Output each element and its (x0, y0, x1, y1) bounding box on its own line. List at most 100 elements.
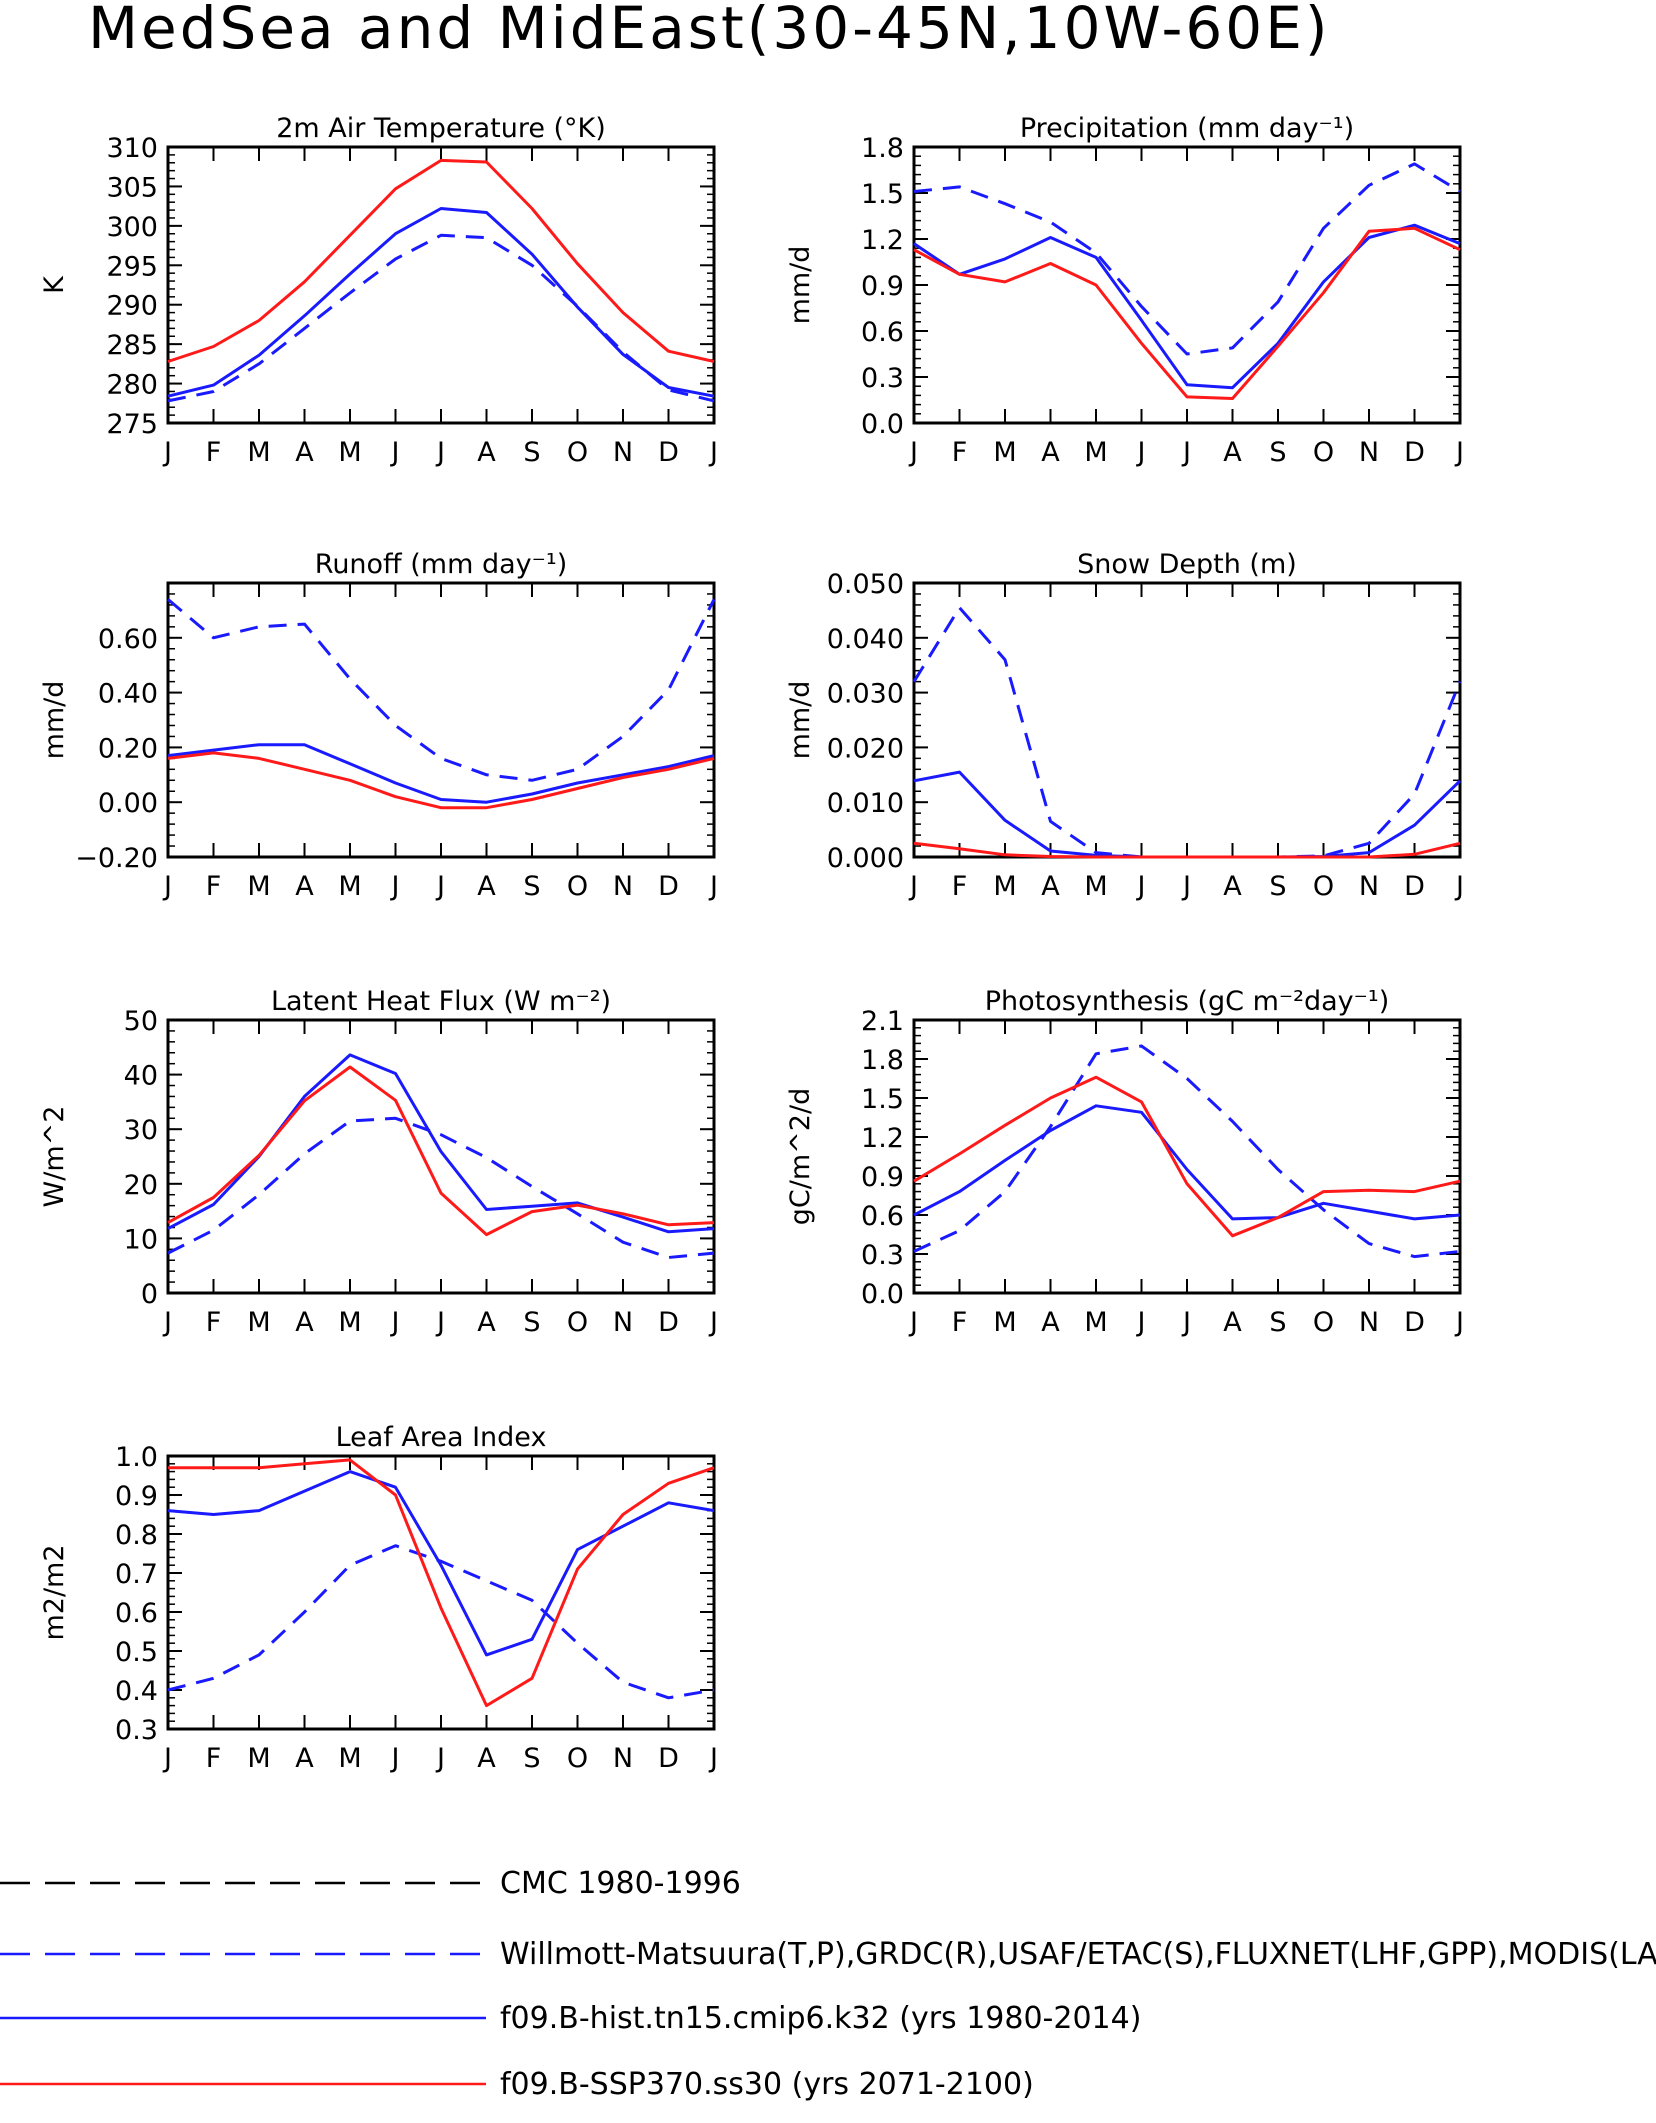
y-tick-label: 300 (106, 212, 158, 243)
x-tick-label: M (247, 437, 270, 468)
x-tick-label: F (206, 1743, 222, 1774)
x-tick-label: J (435, 1307, 445, 1338)
y-tick-label: 0.9 (861, 271, 904, 302)
x-tick-label: A (477, 1307, 496, 1338)
x-tick-label: J (1136, 871, 1146, 902)
series-line-hist (913, 223, 1461, 390)
x-tick-label: M (1084, 437, 1107, 468)
legend-item-1: CMC 1980-1996 (0, 1866, 741, 1901)
chart-panel-6: Photosynthesis (gC m⁻²day⁻¹)gC/m^2/dJ F M A… (785, 986, 1464, 1338)
x-tick-label: J (1136, 437, 1146, 468)
x-tick-label: N (1359, 437, 1379, 468)
x-tick-label: O (567, 1307, 588, 1338)
x-tick-label: J (1181, 1307, 1191, 1338)
x-tick-label: M (247, 1743, 270, 1774)
plot-frame (166, 145, 716, 425)
x-tick-label: J (435, 871, 445, 902)
series-line-ssp (913, 226, 1461, 400)
x-tick-label: J (1181, 871, 1191, 902)
x-tick-label: O (1313, 1307, 1334, 1338)
plot-frame (166, 1018, 716, 1295)
legend-label: f09.B-hist.tn15.cmip6.k32 (yrs 1980-2014… (500, 2001, 1141, 2036)
y-tick-label: 1.8 (861, 133, 904, 164)
y-tick-label: 305 (106, 172, 158, 203)
y-axis-label: W/m^2 (39, 1106, 70, 1208)
x-tick-label: N (613, 437, 633, 468)
chart-panel-2: Precipitation (mm day⁻¹)mm/dJ F M A M J J A S O N D… (785, 113, 1464, 468)
x-tick-label: M (1084, 871, 1107, 902)
x-tick-label: J (390, 1743, 400, 1774)
chart-title: Runoff (mm day⁻¹) (315, 549, 567, 580)
x-tick-label: S (523, 1307, 540, 1338)
series-line-ssp (168, 1458, 715, 1708)
x-tick-label: A (477, 871, 496, 902)
y-tick-label: 1.0 (115, 1442, 158, 1473)
chart-title: Precipitation (mm day⁻¹) (1020, 113, 1354, 144)
x-tick-label: J (162, 437, 172, 468)
x-tick-label: O (567, 871, 588, 902)
x-tick-label: A (1041, 871, 1060, 902)
x-tick-label: F (952, 871, 968, 902)
y-tick-label: 0.0 (861, 1279, 904, 1310)
x-tick-label: J (708, 1307, 718, 1338)
y-tick-label: 0.9 (115, 1481, 158, 1512)
x-tick-label: D (1404, 437, 1425, 468)
y-tick-label: 0.3 (115, 1715, 158, 1746)
x-tick-label: M (338, 1307, 361, 1338)
series-line-obs (167, 1116, 715, 1259)
x-tick-label: O (567, 1743, 588, 1774)
y-tick-label: 0.000 (827, 843, 904, 874)
y-tick-label: 0.020 (827, 733, 904, 764)
y-tick-label: 310 (106, 133, 158, 164)
x-tick-label: A (1041, 1307, 1060, 1338)
chart-title: Photosynthesis (gC m⁻²day⁻¹) (985, 986, 1389, 1017)
page-title: MedSea and MidEast(30-45N,10W-60E) (88, 0, 1331, 62)
y-tick-label: 30 (124, 1115, 158, 1146)
y-axis-label: mm/d (785, 681, 816, 760)
x-tick-label: D (658, 1743, 679, 1774)
x-tick-label: J (390, 437, 400, 468)
x-tick-label: A (295, 1307, 314, 1338)
y-tick-label: 0.4 (115, 1676, 158, 1707)
x-tick-label: F (206, 437, 222, 468)
y-tick-label: 0.6 (861, 1201, 904, 1232)
x-tick-label: F (206, 1307, 222, 1338)
x-tick-label: J (708, 871, 718, 902)
y-tick-label: 0.00 (98, 788, 158, 819)
y-tick-label: 0.60 (98, 624, 158, 655)
y-axis-label: m2/m2 (39, 1544, 70, 1640)
y-tick-label: 1.2 (861, 1123, 904, 1154)
series-line-obs (912, 606, 1462, 859)
y-tick-label: 0.3 (861, 363, 904, 394)
series-line-hist (167, 1053, 715, 1234)
y-tick-label: 0 (141, 1279, 158, 1310)
x-tick-label: O (1313, 871, 1334, 902)
y-tick-label: −0.20 (75, 843, 158, 874)
series-line-hist (913, 1104, 1461, 1221)
legend-label: Willmott-Matsuura(T,P),GRDC(R),USAF/ETAC… (500, 1937, 1656, 1972)
y-tick-label: 0.3 (861, 1240, 904, 1271)
y-tick-label: 0.0 (861, 409, 904, 440)
x-tick-label: S (1269, 437, 1286, 468)
x-tick-label: O (567, 437, 588, 468)
series-line-obs (913, 1044, 1461, 1259)
x-tick-label: A (1223, 871, 1242, 902)
x-tick-label: D (658, 1307, 679, 1338)
y-tick-label: 290 (106, 291, 158, 322)
y-tick-label: 0.20 (98, 733, 158, 764)
legend-item-4: f09.B-SSP370.ss30 (yrs 2071-2100) (0, 2067, 1034, 2102)
x-tick-label: A (1041, 437, 1060, 468)
legend-item-3: f09.B-hist.tn15.cmip6.k32 (yrs 1980-2014… (0, 2001, 1141, 2036)
y-axis-label: mm/d (39, 681, 70, 760)
y-axis-label: K (39, 275, 70, 294)
x-tick-label: A (295, 437, 314, 468)
x-tick-label: J (1181, 437, 1191, 468)
x-tick-label: D (1404, 1307, 1425, 1338)
series-line-hist (167, 207, 715, 398)
x-tick-label: N (1359, 1307, 1379, 1338)
y-tick-label: 1.2 (861, 225, 904, 256)
series-line-obs (913, 162, 1461, 356)
y-axis-label: mm/d (785, 246, 816, 325)
